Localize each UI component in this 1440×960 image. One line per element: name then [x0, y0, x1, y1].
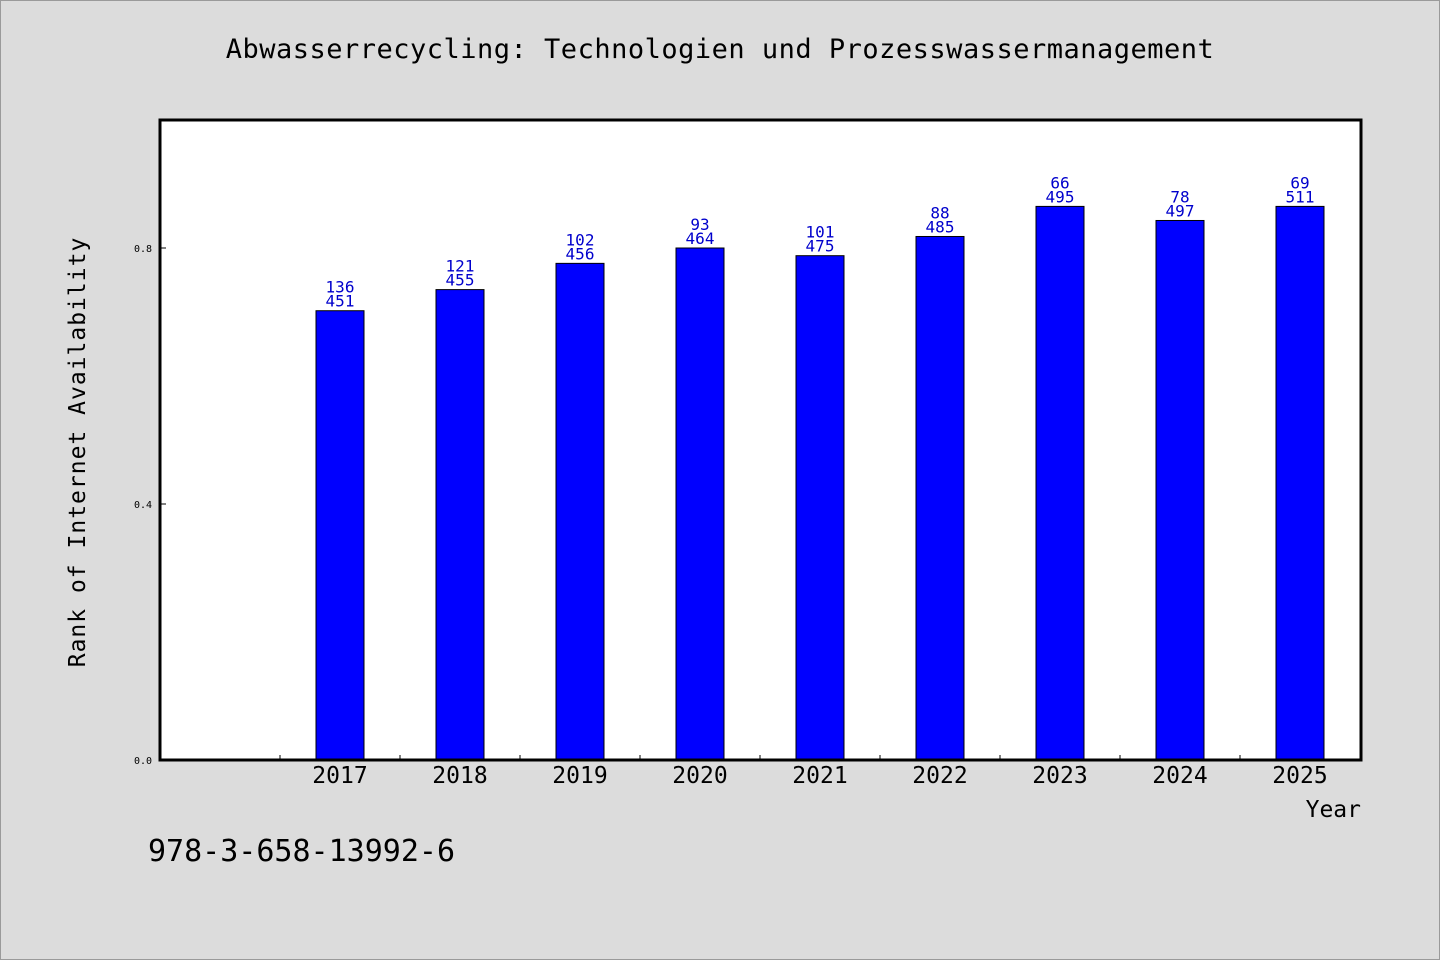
y-tick-label: 0.4: [134, 500, 152, 511]
bar-2021: [795, 255, 845, 761]
bar-label-bottom: 475: [806, 237, 835, 256]
chart-title: Abwasserrecycling: Technologien und Proz…: [225, 34, 1215, 65]
bar-label-bottom: 455: [446, 271, 475, 290]
bar-2017: [315, 310, 365, 761]
x-tick-label: 2020: [672, 763, 727, 789]
bar-label-bottom: 495: [1046, 187, 1075, 206]
x-axis-label: Year: [1306, 797, 1361, 823]
bar-2020: [675, 247, 725, 761]
y-tick-label: 0.8: [134, 244, 152, 255]
y-tick-label: 0.0: [134, 756, 152, 767]
bar-label-bottom: 464: [686, 229, 715, 248]
bar-label-top: 69: [1290, 173, 1309, 192]
bar-label-top: 66: [1050, 173, 1069, 192]
bar-label-top: 88: [930, 203, 949, 222]
bar-label-top: 121: [446, 257, 475, 276]
bar-label-bottom: 451: [326, 292, 355, 311]
x-tick-label: 2024: [1152, 763, 1207, 789]
bar-2022: [915, 235, 965, 761]
bar-2023: [1035, 205, 1085, 761]
x-tick-label: 2025: [1272, 763, 1327, 789]
x-tick-label: 2017: [312, 763, 367, 789]
plot-border: [158, 118, 1363, 762]
bar-label-top: 101: [806, 223, 835, 242]
x-tick-label: 2019: [552, 763, 607, 789]
x-tick-label: 2021: [792, 763, 847, 789]
bar-label-bottom: 456: [566, 244, 595, 263]
bar-label-bottom: 485: [926, 217, 955, 236]
bar-label-top: 136: [326, 278, 355, 297]
bar-label-bottom: 511: [1286, 187, 1315, 206]
x-tick-label: 2023: [1032, 763, 1087, 789]
bar-label-bottom: 497: [1166, 201, 1195, 220]
isbn-code: 978-3-658-13992-6: [148, 834, 456, 869]
bar-2018: [435, 289, 485, 761]
x-tick-label: 2018: [432, 763, 487, 789]
bar-2024: [1155, 219, 1205, 761]
bar-label-top: 78: [1170, 187, 1189, 206]
bar-2025: [1275, 205, 1325, 761]
y-axis-label: Rank of Internet Availability: [65, 237, 91, 668]
bar-label-top: 102: [566, 230, 595, 249]
bar-2019: [555, 262, 605, 761]
x-tick-label: 2022: [912, 763, 967, 789]
bar-label-top: 93: [690, 215, 709, 234]
